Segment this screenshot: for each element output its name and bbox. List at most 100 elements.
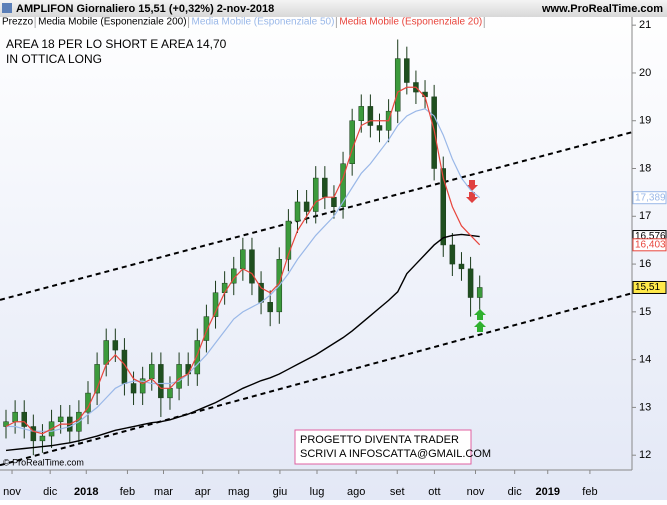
y-tick-label: 21 [639,19,651,31]
site: www.ProRealTime.com [541,3,663,15]
candle-body [30,426,37,442]
last-value-label: 17,389 [635,192,666,203]
candle-body [394,58,401,112]
candle-body [340,163,346,207]
last-value-box [632,238,667,252]
last-value-label: 16,576 [635,231,666,242]
candle-body [149,364,155,379]
y-tick-label: 20 [639,67,651,79]
x-tick-label: ott [428,486,440,498]
candle-body [112,340,119,351]
note-text: PROGETTO DIVENTA TRADER [300,434,459,446]
candle-body [349,120,355,164]
last-value-label: 15,51 [635,282,660,293]
candle-body [449,244,456,265]
legend-entry: Media Mobile (Esponenziale 20) [339,17,482,28]
note-text: SCRIVI A INFOSCATTA@GMAIL.COM [300,448,491,460]
last-value-label: 16,403 [635,239,666,250]
ma-line [5,86,481,435]
y-tick-label: 16 [639,258,651,270]
candle-body [103,340,109,365]
x-tick-label: feb [120,486,135,498]
candle-body [294,201,301,222]
up-arrow [474,321,486,332]
candle-body [139,378,146,394]
candle-body [21,411,27,427]
last-value-box [632,280,667,294]
candle-body [130,383,137,394]
candle-body [194,340,201,375]
annotation: AREA 18 PER LO SHORT E AREA 14,70 [6,37,227,51]
candle-body [303,201,310,212]
candle-body [3,421,9,427]
legend-entry: Media Mobile (Esponenziale 200) [38,17,186,28]
annotation: IN OTTICA LONG [6,52,102,66]
candle-body [158,364,164,399]
last-value-box [632,191,667,205]
y-tick-label: 18 [639,162,651,174]
x-tick-label: giu [273,486,288,498]
candle-body [467,268,474,298]
legend-entry: Media Mobile (Esponenziale 50) [192,17,335,28]
x-tick-label: dic [508,486,523,498]
legend-entry: Prezzo [2,17,34,28]
candle-body [404,58,410,83]
candle-body [249,249,255,284]
candle-body [221,282,228,293]
candle-body [203,316,210,341]
candle-body [458,263,465,270]
candle-body [476,287,483,298]
candle-body [322,177,328,198]
y-tick-label: 14 [639,354,651,366]
arrows [466,180,486,332]
candle-body [94,364,100,394]
header-title: AMPLIFON Giornaliero 15,51 (+0,32%) 2-no… [16,3,274,15]
candle-body [358,106,365,121]
x-tick-label: apr [195,486,211,498]
candle-body [312,177,319,212]
candle-body [212,292,219,317]
x-tick-label: feb [582,486,597,498]
x-tick-label: set [390,486,405,498]
x-tick-label: ago [347,486,365,498]
x-tick-label: mag [228,486,249,498]
candle-body [176,364,182,389]
ma-line [5,233,480,452]
header-bar [0,0,667,17]
x-tick-label: lug [310,486,325,498]
trend-line [0,292,633,467]
x-tick-label: nov [467,486,485,498]
candle-body [376,125,383,131]
y-tick-label: 13 [639,401,651,413]
candle-body [367,106,374,126]
candle-body [39,435,46,442]
up-arrow [474,309,486,320]
candle-body [267,302,273,313]
y-tick-label: 19 [639,115,651,127]
app-icon [2,3,12,13]
note-box [294,429,472,465]
x-tick-label: dic [43,486,58,498]
candle-body [240,249,246,270]
candle-body [167,388,173,399]
x-tick-label: 2018 [74,486,98,498]
copyright: © ProRealTime.com [3,457,84,467]
ma-line [6,108,481,432]
y-tick-label: 15 [639,306,651,318]
down-arrow [466,192,478,203]
candle-body [440,168,447,246]
plot-area [0,39,633,467]
candle-body [12,411,18,422]
x-tick-label: 2019 [535,486,559,498]
y-tick-label: 12 [639,449,651,461]
candle-body [57,416,64,422]
down-arrow [466,180,478,191]
y-tick-label: 17 [639,210,651,222]
legend: Prezzo Media Mobile (Esponenziale 200) Med… [2,17,485,28]
x-tick-label: nov [3,486,21,498]
x-tick-label: mar [154,486,173,498]
candle-body [285,220,292,260]
candle-body [331,196,337,207]
